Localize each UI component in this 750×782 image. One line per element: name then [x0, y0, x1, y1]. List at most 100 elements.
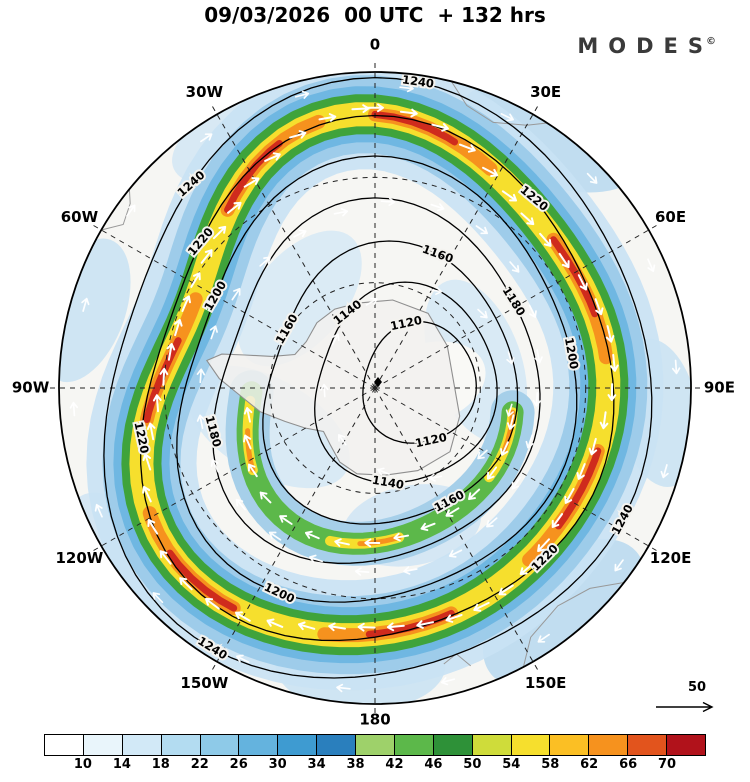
wind-arrow	[320, 383, 329, 398]
wind-arrow	[174, 318, 183, 337]
wind-arrow	[564, 487, 575, 504]
wind-arrow	[146, 422, 156, 441]
wind-arrow	[551, 513, 564, 528]
wind-arrow	[558, 252, 570, 269]
colorbar-cell	[278, 735, 318, 755]
colorbar-cell	[161, 735, 201, 755]
colorbar-tick: 70	[658, 757, 677, 772]
wind-arrow	[486, 466, 498, 480]
colorbar-tick: 50	[463, 757, 482, 772]
pole-marker	[374, 377, 382, 387]
map-boundary-circle	[58, 71, 692, 705]
wind-arrow	[289, 130, 307, 139]
wind-arrow	[399, 83, 414, 93]
wind-arrow	[420, 522, 436, 532]
wind-arrow	[475, 225, 489, 235]
colorbar-tick: 34	[307, 757, 326, 772]
longitude-line	[90, 223, 376, 389]
wind-arrow	[357, 622, 376, 632]
coastline	[522, 582, 625, 668]
wind-arrow	[416, 620, 434, 629]
wind-arrow	[94, 503, 103, 518]
wind-arrow	[331, 333, 340, 346]
colorbar-tick: 30	[268, 757, 287, 772]
wind-arrow	[430, 203, 445, 212]
wind-arrow	[660, 464, 669, 479]
wind-arrow	[588, 437, 598, 456]
longitude-label: 120W	[56, 549, 104, 567]
wind-arrow	[294, 90, 310, 99]
longitude-label: 60E	[655, 208, 686, 226]
wind-arrow	[614, 559, 624, 572]
contour-line	[140, 114, 615, 642]
wind-arrow	[428, 286, 443, 295]
wind-arrow	[594, 298, 604, 316]
wind-arrow	[268, 531, 282, 541]
wind-arrow	[519, 562, 534, 575]
colorbar-cell	[628, 735, 667, 755]
wind-arrow	[196, 368, 206, 384]
longitude-line	[374, 387, 660, 553]
wind-arrow	[525, 434, 534, 449]
wind-arrow	[266, 618, 284, 628]
wind-arrow	[304, 530, 320, 540]
longitude-label: 30W	[186, 83, 224, 101]
wind-arrow	[210, 459, 220, 473]
colorbar-cell	[472, 735, 512, 755]
wind-arrow	[338, 434, 347, 446]
colorbar-tick: 58	[541, 757, 560, 772]
wind-arrow	[179, 577, 193, 591]
colorbar-tick: 38	[346, 757, 365, 772]
wind-arrow	[259, 256, 271, 267]
brand-logo: MODES©	[577, 34, 716, 58]
contour-line	[176, 155, 578, 603]
wind-arrow	[200, 249, 213, 264]
wind-arrows	[69, 83, 681, 693]
wind-arrow	[126, 204, 136, 217]
wind-arrow	[377, 467, 390, 476]
brand-copyright-mark: ©	[706, 36, 716, 47]
wind-arrow	[142, 485, 152, 503]
wind-arrow	[264, 152, 281, 162]
longitude-line	[210, 103, 376, 389]
wind-arrow	[428, 473, 443, 482]
wind-arrow	[365, 297, 378, 306]
wind-arrow	[431, 123, 449, 132]
wind-arrow	[468, 488, 481, 501]
colorbar-tick: 46	[424, 757, 443, 772]
contour-line	[362, 320, 477, 444]
wind-arrow	[243, 407, 253, 423]
wind-arrow	[259, 491, 272, 504]
wind-arrow	[500, 441, 509, 456]
wind-arrow	[448, 549, 463, 558]
wind-arrow	[243, 434, 252, 450]
coastline	[101, 189, 131, 231]
wind-arrow	[647, 258, 656, 273]
wind-arrow	[671, 359, 681, 375]
wind-arrow	[293, 229, 307, 238]
colorbar-cell	[317, 735, 356, 755]
longitude-label: 30E	[530, 83, 561, 101]
wind-arrow	[235, 498, 246, 511]
brand-name: MODES	[577, 34, 713, 58]
wind-arrow	[309, 554, 324, 563]
wind-arrow	[605, 325, 615, 343]
wind-arrow	[445, 614, 463, 623]
contour-line	[262, 240, 519, 525]
wind-arrow	[69, 401, 79, 417]
colorbar-tick: 42	[385, 757, 404, 772]
wind-arrow	[610, 353, 619, 372]
reference-arrow-label: 50	[688, 680, 706, 695]
colorbar-cell	[45, 735, 84, 755]
colorbar-tick: 54	[502, 757, 521, 772]
wind-arrow	[482, 166, 499, 177]
wind-arrow	[166, 343, 176, 361]
wind-arrow	[159, 550, 172, 565]
wind-arrow	[403, 566, 418, 575]
wind-arrow	[607, 383, 617, 402]
colorbar-cell	[83, 735, 123, 755]
wind-arrow	[364, 538, 381, 548]
wind-arrow	[537, 538, 550, 552]
colorbar-cell	[122, 735, 162, 755]
wind-arrow	[440, 677, 456, 686]
